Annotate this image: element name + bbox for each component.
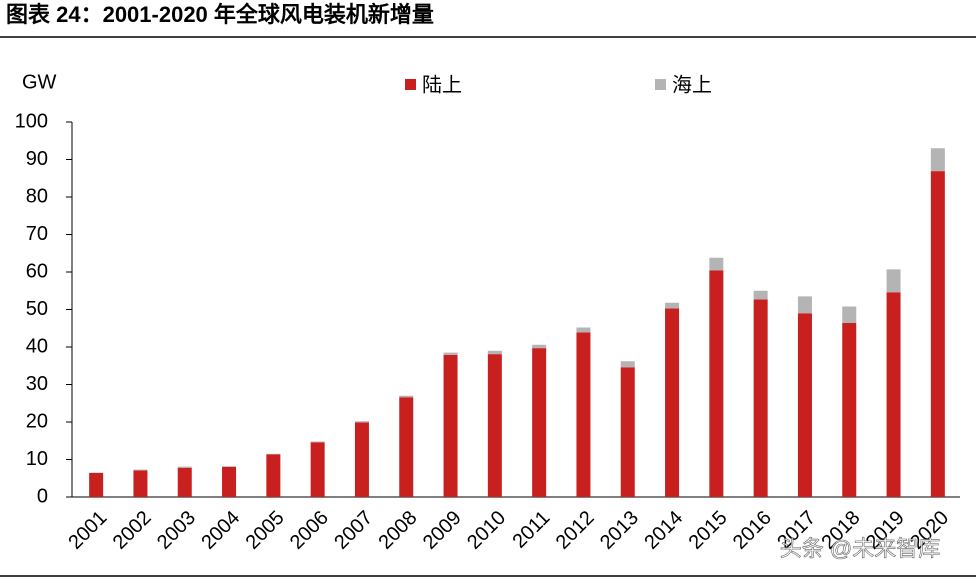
bar-segment: [753, 299, 768, 497]
bar-segment: [842, 323, 857, 497]
y-tick-label: 70: [26, 223, 48, 245]
y-tick-label: 90: [26, 148, 48, 170]
bar-segment: [177, 466, 192, 468]
x-tick-label: 2001: [64, 507, 111, 554]
bar-segment: [266, 454, 281, 497]
bar-segment: [709, 270, 724, 497]
y-tick-label: 50: [26, 298, 48, 320]
x-tick-label: 2012: [552, 507, 599, 554]
y-axis-label: GW: [22, 71, 57, 93]
y-tick-label: 60: [26, 260, 48, 282]
bar-segment: [886, 269, 901, 293]
x-tick-label: 2010: [463, 507, 510, 554]
y-tick-label: 20: [26, 410, 48, 432]
y-tick-label: 30: [26, 373, 48, 395]
bar-segment: [133, 469, 148, 471]
bar-segment: [354, 422, 369, 497]
legend-label: 陆上: [422, 73, 462, 96]
bar-segment: [532, 344, 547, 349]
bar-segment: [665, 302, 680, 309]
chart-title: 图表 24：2001-2020 年全球风电装机新增量: [6, 2, 434, 27]
bar-segment: [576, 332, 591, 497]
bar-segment: [89, 473, 104, 497]
bar-segment: [487, 354, 502, 497]
bar-segment: [443, 354, 458, 497]
x-tick-label: 2011: [508, 507, 554, 553]
bar-segment: [177, 467, 192, 497]
legend-swatch: [405, 79, 416, 90]
x-tick-label: 2007: [330, 507, 377, 554]
bar-segment: [222, 466, 237, 467]
legend-swatch: [655, 79, 666, 90]
x-tick-label: 2014: [640, 507, 687, 554]
bar-segment: [886, 292, 901, 497]
bar-segment: [753, 290, 768, 300]
x-tick-label: 2013: [596, 507, 643, 554]
x-tick-label: 2015: [685, 507, 732, 554]
bar-segment: [665, 308, 680, 497]
x-tick-label: 2016: [729, 507, 776, 554]
x-tick-label: 2003: [153, 507, 200, 554]
bar-segment: [709, 257, 724, 271]
bar-segment: [532, 348, 547, 497]
bar-segment: [222, 467, 237, 497]
bar-segment: [797, 313, 812, 497]
y-tick-label: 100: [15, 110, 48, 132]
bar-segment: [399, 395, 414, 398]
bar-segment: [620, 361, 635, 368]
bar-segment: [354, 421, 369, 423]
y-tick-label: 0: [37, 485, 48, 507]
bar-segment: [930, 171, 945, 497]
bar-segment: [842, 306, 857, 323]
x-tick-label: 2002: [109, 507, 156, 554]
x-tick-label: 2008: [374, 507, 421, 554]
plot: 0102030405060708090100200120022003200420…: [15, 110, 960, 554]
x-tick-label: 2009: [419, 507, 466, 554]
bar-segment: [310, 441, 325, 443]
legend-label: 海上: [672, 73, 712, 96]
bar-segment: [930, 148, 945, 172]
y-tick-label: 40: [26, 335, 48, 357]
y-tick-label: 10: [26, 448, 48, 470]
bar-segment: [310, 442, 325, 497]
bar-segment: [443, 352, 458, 355]
y-tick-label: 80: [26, 185, 48, 207]
bar-segment: [133, 470, 148, 497]
bar-segment: [576, 327, 591, 333]
bar-segment: [487, 350, 502, 355]
watermark: 头条 @未来智库: [780, 536, 940, 561]
bar-segment: [399, 397, 414, 497]
bar-segment: [620, 367, 635, 497]
bar-segment: [797, 296, 812, 314]
x-tick-label: 2004: [197, 507, 244, 554]
legend: 陆上 海上: [405, 73, 712, 96]
x-tick-label: 2005: [242, 507, 289, 554]
x-tick-label: 2006: [286, 507, 333, 554]
